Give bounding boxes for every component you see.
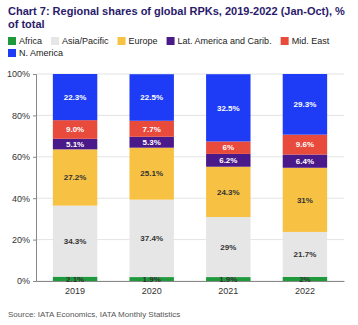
bar-segment <box>129 121 173 137</box>
legend-swatch <box>167 37 175 45</box>
bar-segment <box>206 141 250 153</box>
legend-item: Africa <box>8 36 42 46</box>
legend-swatch <box>8 49 16 57</box>
legend-label: Lat. America and Carib. <box>178 36 272 46</box>
plot: 0% 20% 40% 60% 80% 100% 2019 2020 2021 2022 2.1% 1.… <box>7 69 345 296</box>
data-label: 29% <box>220 243 236 252</box>
chart: Chart 7: Regional shares of global RPKs,… <box>0 0 358 325</box>
bar-segment <box>129 200 173 277</box>
y-tick: 60% <box>12 152 36 162</box>
x-tick-label: 2020 <box>142 286 162 296</box>
bar-segment <box>283 232 327 277</box>
y-tick-label: 40% <box>12 194 30 204</box>
legend-item: N. America <box>8 48 63 58</box>
legend-item: Europe <box>118 36 158 46</box>
y-tick-label: 0% <box>17 276 30 286</box>
grid <box>36 74 344 281</box>
bars <box>53 74 327 281</box>
legend-item: Lat. America and Carib. <box>167 36 272 46</box>
bar-segment <box>283 155 327 168</box>
data-labels: 2.1% 1.9% 1.9% 2% 34.3% 37.4% 29% 21.7% 27.2% 25.… <box>64 93 317 284</box>
y-tick-mark <box>33 281 36 282</box>
y-axis-line <box>33 75 37 282</box>
bar-segment <box>129 148 173 200</box>
data-label: 21.7% <box>294 250 317 259</box>
y-tick: 40% <box>12 194 36 204</box>
x-tick-label: 2021 <box>218 286 238 296</box>
data-label: 37.4% <box>140 234 163 243</box>
data-label: 2% <box>299 275 311 284</box>
source: Source: IATA Economics, IATA Monthly Sta… <box>8 310 180 319</box>
bar-segment <box>283 135 327 155</box>
data-label: 32.5% <box>217 104 240 113</box>
y-tick: 20% <box>12 235 36 245</box>
y-tick-mark <box>33 198 36 199</box>
y-tick-mark <box>33 240 36 241</box>
bar-segment <box>283 74 327 135</box>
data-label: 34.3% <box>64 237 87 246</box>
bar-segment <box>206 167 250 217</box>
legend-label: Asia/Pacific <box>62 36 109 46</box>
bar-segment <box>206 74 250 141</box>
y-tick-mark <box>33 74 36 75</box>
y-tick: 80% <box>12 111 36 121</box>
data-label: 24.3% <box>217 188 240 197</box>
legend-swatch <box>8 37 16 45</box>
data-label: 6.4% <box>296 157 314 166</box>
data-label: 9.6% <box>296 140 314 149</box>
bar-segment <box>206 217 250 277</box>
bar-segment <box>53 74 97 120</box>
legend-swatch <box>118 37 126 45</box>
bar-segment <box>129 137 173 148</box>
legend-swatch <box>51 37 59 45</box>
y-tick-mark <box>33 115 36 116</box>
data-label: 5.1% <box>66 140 84 149</box>
data-label: 5.3% <box>143 138 161 147</box>
y-tick-label: 60% <box>12 152 30 162</box>
bar-segment <box>283 168 327 232</box>
legend: Africa Asia/Pacific Europe Lat. America and… <box>8 36 330 58</box>
data-label: 1.9% <box>143 275 161 284</box>
y-tick: 0% <box>17 276 36 286</box>
x-tick-label: 2022 <box>295 286 315 296</box>
legend-label: Africa <box>19 36 42 46</box>
data-label: 31% <box>297 196 313 205</box>
data-label: 29.3% <box>294 100 317 109</box>
y-tick-mark <box>33 157 36 158</box>
data-label: 9.0% <box>66 125 84 134</box>
y-tick-label: 20% <box>12 235 30 245</box>
x-tick-label: 2019 <box>65 286 85 296</box>
data-label: 2.1% <box>66 275 84 284</box>
legend-label: N. America <box>19 48 63 58</box>
legend-label: Europe <box>129 36 158 46</box>
data-label: 22.5% <box>140 93 163 102</box>
data-label: 27.2% <box>64 173 87 182</box>
y-tick: 100% <box>7 69 36 79</box>
data-label: 6% <box>223 143 235 152</box>
bar-segment <box>53 149 97 205</box>
y-tick-label: 80% <box>12 111 30 121</box>
bar-segment <box>53 206 97 277</box>
legend-item: Mid. East <box>281 36 330 46</box>
legend-item: Asia/Pacific <box>51 36 109 46</box>
y-axis: 0% 20% 40% 60% 80% 100% <box>7 69 37 286</box>
legend-label: Mid. East <box>292 36 330 46</box>
data-label: 6.2% <box>219 156 237 165</box>
bar-segment <box>206 154 250 167</box>
bar-segment <box>129 74 173 121</box>
data-label: 1.9% <box>219 275 237 284</box>
bar-segment <box>53 139 97 150</box>
bar-segment <box>53 120 97 139</box>
y-tick-label: 100% <box>7 69 30 79</box>
data-label: 25.1% <box>140 169 163 178</box>
legend-swatch <box>281 37 289 45</box>
data-label: 7.7% <box>143 125 161 134</box>
data-label: 22.3% <box>64 93 87 102</box>
title: Chart 7: Regional shares of global RPKs,… <box>8 5 345 30</box>
